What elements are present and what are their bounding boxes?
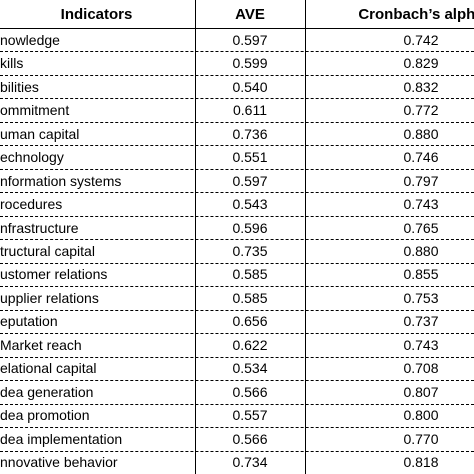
value-cell: 0.770 <box>403 430 439 447</box>
indicator-cell: uman capital <box>0 125 80 142</box>
value-cell: 0.599 <box>232 55 268 72</box>
row-rule <box>0 192 474 194</box>
indicator-cell: elational capital <box>0 360 97 377</box>
value-cell: 0.743 <box>403 336 439 353</box>
value-cell: 0.829 <box>403 55 439 72</box>
row-rule <box>0 427 474 429</box>
value-cell: 0.596 <box>232 219 268 236</box>
value-cell: 0.855 <box>403 266 439 283</box>
value-cell: 0.753 <box>403 289 439 306</box>
row-rule <box>0 403 474 405</box>
row-rule <box>0 145 474 147</box>
indicator-cell: nnovative behavior <box>0 454 118 471</box>
value-cell: 0.742 <box>403 31 439 48</box>
value-cell: 0.611 <box>233 102 267 119</box>
indicator-cell: nfrastructure <box>0 219 79 236</box>
value-cell: 0.880 <box>403 125 439 142</box>
value-cell: 0.880 <box>403 242 439 259</box>
row-rule <box>0 356 474 358</box>
row-rule <box>0 98 474 100</box>
indicator-cell: echnology <box>0 149 64 166</box>
value-cell: 0.566 <box>232 430 268 447</box>
row-rule <box>0 333 474 335</box>
indicator-cell: dea promotion <box>0 407 90 424</box>
value-cell: 0.743 <box>403 196 439 213</box>
row-rule <box>0 121 474 123</box>
value-cell: 0.800 <box>403 407 439 424</box>
value-cell: 0.708 <box>403 360 439 377</box>
row-rule <box>0 286 474 288</box>
indicator-cell: dea generation <box>0 383 94 400</box>
header-cell: AVE <box>235 5 265 23</box>
value-cell: 0.807 <box>403 383 439 400</box>
value-cell: 0.585 <box>232 266 268 283</box>
indicator-cell: ustomer relations <box>0 266 108 283</box>
row-rule <box>0 380 474 382</box>
value-cell: 0.797 <box>403 172 439 189</box>
indicator-cell: dea implementation <box>0 430 123 447</box>
column-divider <box>305 0 306 474</box>
indicator-cell: nformation systems <box>0 172 122 189</box>
value-cell: 0.737 <box>403 313 439 330</box>
value-cell: 0.622 <box>232 336 268 353</box>
indicator-cell: bilities <box>0 78 39 95</box>
value-cell: 0.765 <box>403 219 439 236</box>
value-cell: 0.735 <box>232 242 268 259</box>
row-rule <box>0 309 474 311</box>
row-rule <box>0 74 474 76</box>
indicator-cell: kills <box>0 55 24 72</box>
indicator-cell: nowledge <box>0 31 60 48</box>
indicator-cell: ommitment <box>0 102 70 119</box>
indicator-cell: upplier relations <box>0 289 99 306</box>
value-cell: 0.832 <box>403 78 439 95</box>
value-cell: 0.543 <box>232 196 268 213</box>
value-cell: 0.772 <box>403 102 439 119</box>
row-rule <box>0 168 474 170</box>
value-cell: 0.597 <box>232 172 268 189</box>
header-cell: Cronbach’s alpha <box>358 5 474 23</box>
value-cell: 0.597 <box>232 31 268 48</box>
value-cell: 0.736 <box>232 125 268 142</box>
row-rule <box>0 215 474 217</box>
value-cell: 0.818 <box>403 454 439 471</box>
indicator-cell: rocedures <box>0 196 63 213</box>
value-cell: 0.534 <box>232 360 268 377</box>
value-cell: 0.746 <box>403 149 439 166</box>
row-rule <box>0 239 474 241</box>
row-rule <box>0 450 474 452</box>
header-cell: Indicators <box>60 5 133 23</box>
value-cell: 0.551 <box>232 149 268 166</box>
value-cell: 0.540 <box>232 78 268 95</box>
row-rule <box>0 262 474 264</box>
indicator-cell: Market reach <box>0 336 82 353</box>
row-rule <box>0 51 474 53</box>
value-cell: 0.566 <box>232 383 268 400</box>
header-rule <box>0 28 474 29</box>
indicator-cell: eputation <box>0 313 58 330</box>
value-cell: 0.585 <box>232 289 268 306</box>
column-divider <box>195 0 196 474</box>
value-cell: 0.557 <box>232 407 268 424</box>
value-cell: 0.656 <box>232 313 268 330</box>
value-cell: 0.734 <box>232 454 268 471</box>
indicator-cell: tructural capital <box>0 242 95 259</box>
